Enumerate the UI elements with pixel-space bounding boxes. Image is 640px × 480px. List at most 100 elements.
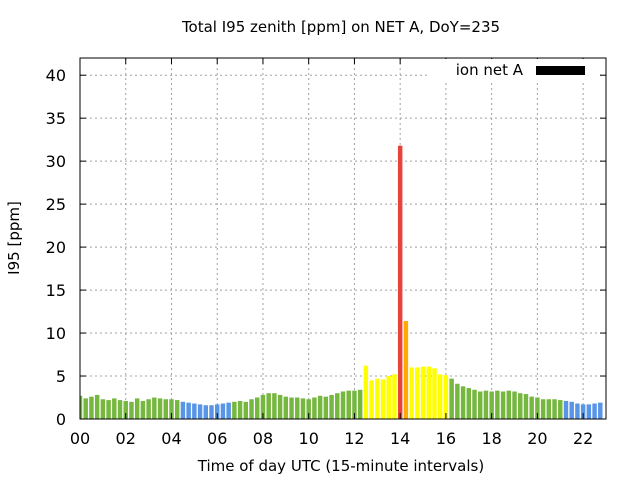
bar — [449, 378, 454, 419]
bar — [186, 402, 191, 419]
bar — [512, 391, 517, 419]
bar — [277, 394, 283, 419]
bar — [357, 389, 363, 419]
y-axis-label: I95 [ppm] — [5, 201, 23, 275]
x-axis-ticks: 00 02 04 06 08 10 12 14 16 18 20 22 — [70, 58, 593, 448]
bar — [249, 399, 254, 419]
y-tick-label: 20 — [46, 238, 66, 257]
grid — [80, 58, 606, 419]
bar — [129, 401, 134, 419]
bar — [300, 398, 306, 419]
x-tick-label: 00 — [70, 429, 90, 448]
chart-title: Total I95 zenith [ppm] on NET A, DoY=235 — [181, 18, 500, 36]
bar — [380, 379, 386, 419]
bar — [283, 396, 289, 419]
bar — [220, 403, 226, 419]
bar — [306, 399, 311, 419]
bar — [80, 395, 83, 419]
y-axis-ticks: 0 5 10 15 20 25 30 35 40 — [46, 66, 606, 429]
bar — [329, 394, 334, 419]
bar — [420, 366, 426, 419]
bar — [317, 395, 323, 419]
bar — [403, 321, 409, 419]
bar — [558, 400, 563, 419]
bar — [466, 388, 472, 419]
bar — [432, 368, 437, 419]
bar — [323, 396, 329, 419]
bar — [100, 399, 106, 419]
x-tick-label: 06 — [207, 429, 227, 448]
bar — [477, 391, 483, 419]
legend-swatch — [536, 66, 585, 75]
bar — [397, 145, 403, 419]
x-tick-label: 14 — [390, 429, 410, 448]
bar — [375, 378, 380, 419]
bar — [580, 404, 586, 419]
bar — [523, 394, 529, 419]
y-tick-label: 10 — [46, 324, 66, 343]
bar — [243, 401, 249, 419]
bar — [174, 400, 180, 419]
x-tick-label: 04 — [161, 429, 181, 448]
bar — [598, 402, 603, 419]
bar — [203, 405, 209, 419]
bar — [483, 390, 489, 419]
bar — [226, 402, 231, 419]
bar — [495, 390, 500, 419]
bar — [386, 376, 391, 419]
bar — [472, 389, 477, 419]
y-tick-label: 35 — [46, 109, 66, 128]
bar — [563, 400, 569, 419]
legend-label: ion net A — [456, 61, 524, 79]
x-tick-label: 18 — [481, 429, 501, 448]
bar — [518, 393, 523, 419]
bar — [363, 365, 369, 419]
y-tick-label: 40 — [46, 66, 66, 85]
bar — [409, 367, 414, 419]
bars — [80, 145, 603, 419]
bar — [180, 401, 186, 419]
bar — [209, 405, 214, 419]
bar — [415, 367, 420, 419]
x-tick-label: 10 — [299, 429, 319, 448]
bar — [489, 391, 494, 419]
bar — [232, 401, 237, 419]
bar — [214, 404, 220, 419]
bar — [260, 394, 266, 419]
bar — [455, 383, 460, 419]
bar — [552, 399, 557, 419]
bar — [83, 398, 88, 419]
y-tick-label: 25 — [46, 195, 66, 214]
bar — [529, 396, 534, 419]
bar — [569, 401, 574, 419]
bar — [540, 399, 546, 419]
bar — [289, 397, 294, 419]
bar — [94, 394, 100, 419]
bar — [112, 398, 117, 419]
x-tick-label: 16 — [436, 429, 456, 448]
bar — [335, 393, 340, 419]
bar — [146, 399, 151, 419]
plot-frame — [79, 57, 607, 420]
x-tick-label: 22 — [573, 429, 593, 448]
bar — [192, 403, 197, 419]
bar — [89, 396, 94, 419]
bar — [500, 391, 506, 419]
bar — [392, 374, 397, 419]
bar — [117, 400, 123, 419]
bar — [255, 397, 260, 419]
bar — [369, 380, 374, 419]
y-tick-label: 15 — [46, 281, 66, 300]
bar — [535, 397, 540, 419]
bar — [437, 374, 443, 419]
bar — [340, 391, 346, 419]
bar — [272, 393, 277, 419]
bar — [586, 404, 592, 419]
y-tick-label: 5 — [56, 367, 66, 386]
bar — [134, 398, 140, 419]
y-tick-label: 30 — [46, 152, 66, 171]
bar — [266, 393, 271, 419]
bar — [106, 400, 111, 419]
y-tick-label: 0 — [56, 410, 66, 429]
